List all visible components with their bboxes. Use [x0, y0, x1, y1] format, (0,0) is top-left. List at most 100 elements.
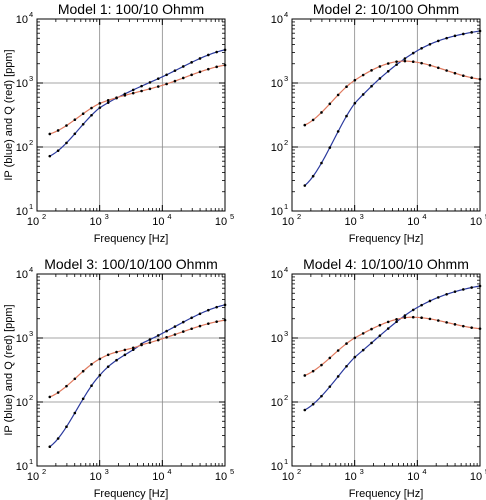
x-tick-label: 10: [345, 216, 357, 228]
data-point-ip: [81, 122, 85, 126]
data-point-q: [198, 70, 202, 74]
y-tick-exponent: 4: [284, 265, 288, 274]
x-tick-exponent: 2: [42, 467, 46, 476]
data-point-q: [462, 74, 465, 77]
data-point-ip: [361, 348, 365, 352]
data-point-q: [156, 338, 160, 342]
data-point-q: [98, 102, 102, 105]
data-point-ip: [395, 320, 398, 324]
data-point-ip: [403, 314, 407, 317]
data-point-ip: [131, 88, 135, 92]
data-point-ip: [106, 365, 110, 368]
plot-frame: [291, 273, 481, 467]
data-point-q: [65, 384, 68, 388]
x-tick-label: 10: [282, 216, 294, 228]
data-point-ip: [462, 32, 465, 36]
series-line-q: [49, 64, 226, 135]
data-point-q: [462, 324, 465, 328]
data-point-q: [336, 93, 340, 97]
data-point-ip: [165, 73, 168, 77]
data-point-ip: [403, 57, 407, 60]
data-point-ip: [140, 84, 143, 88]
data-point-q: [303, 123, 307, 127]
data-point-ip: [65, 141, 68, 145]
data-point-ip: [353, 355, 357, 359]
data-point-q: [131, 91, 135, 95]
x-tick-exponent: 4: [422, 467, 426, 476]
data-point-ip: [353, 101, 357, 105]
data-point-q: [378, 323, 382, 327]
data-point-ip: [453, 290, 457, 293]
data-point-ip: [56, 437, 60, 440]
y-axis-label: IP (blue) and Q (red) [ppm]: [3, 304, 15, 435]
y-tick-exponent: 1: [29, 202, 33, 211]
data-point-q: [131, 346, 135, 350]
data-point-ip: [98, 373, 102, 377]
data-point-ip: [453, 34, 457, 38]
y-tick-exponent: 2: [284, 393, 288, 402]
x-tick-label: 10: [215, 216, 227, 228]
data-point-q: [445, 321, 448, 324]
y-tick-exponent: 2: [29, 393, 33, 402]
y-tick-exponent: 1: [29, 457, 33, 466]
x-tick-label: 10: [407, 216, 419, 228]
data-point-ip: [73, 411, 77, 415]
data-point-q: [115, 350, 118, 354]
series-line-q: [304, 60, 481, 126]
y-tick-label: 10: [271, 333, 283, 345]
x-tick-label: 10: [27, 471, 39, 483]
data-point-q: [90, 362, 93, 366]
y-tick-exponent: 3: [284, 74, 288, 83]
data-point-q: [48, 132, 52, 136]
chart-title: Model 1: 100/10 Ohmm: [58, 1, 204, 17]
series-line-ip: [304, 285, 481, 411]
data-point-ip: [190, 316, 193, 320]
y-tick-exponent: 2: [284, 138, 288, 147]
y-tick-exponent: 1: [284, 457, 288, 466]
data-point-ip: [81, 397, 85, 401]
data-point-ip: [90, 113, 93, 117]
data-point-q: [198, 324, 202, 328]
data-point-q: [173, 333, 177, 336]
chart-panel-1: 10 2 10 3 10 4 10 510 110 210 310 4 Model 1: 100/10 …: [3, 1, 234, 245]
data-point-q: [90, 106, 93, 110]
data-point-q: [215, 65, 218, 69]
x-tick-label: 10: [90, 216, 102, 228]
data-point-ip: [470, 286, 473, 289]
data-point-ip: [115, 358, 118, 362]
y-tick-label: 10: [16, 14, 28, 26]
data-point-ip: [328, 385, 332, 388]
x-tick-exponent: 3: [105, 212, 109, 221]
data-point-ip: [173, 69, 177, 72]
data-point-q: [411, 315, 415, 319]
data-point-ip: [311, 174, 315, 178]
x-tick-exponent: 3: [105, 467, 109, 476]
y-tick-exponent: 2: [29, 138, 33, 147]
data-point-ip: [320, 394, 323, 398]
data-point-ip: [303, 408, 307, 412]
data-point-ip: [436, 296, 440, 299]
data-point-ip: [98, 106, 102, 109]
x-tick-exponent: 2: [297, 467, 301, 476]
data-point-q: [48, 395, 52, 399]
data-point-q: [403, 316, 407, 319]
plot-frame: [291, 18, 481, 212]
data-point-ip: [370, 341, 373, 345]
data-point-ip: [462, 288, 465, 291]
y-tick-exponent: 3: [29, 74, 33, 83]
x-axis-label: Frequency [Hz]: [94, 233, 169, 245]
data-point-q: [445, 69, 448, 72]
series-line-ip: [304, 30, 481, 186]
data-point-q: [73, 118, 77, 122]
data-point-q: [148, 341, 152, 344]
data-point-q: [123, 94, 127, 97]
data-point-q: [353, 78, 357, 82]
chart-title: Model 2: 10/100 Ohmm: [313, 1, 459, 17]
data-point-ip: [320, 161, 323, 165]
x-tick-label: 10: [470, 471, 482, 483]
data-point-ip: [73, 132, 77, 136]
y-tick-label: 10: [271, 14, 283, 26]
data-point-ip: [123, 353, 127, 357]
data-point-ip: [395, 63, 398, 66]
